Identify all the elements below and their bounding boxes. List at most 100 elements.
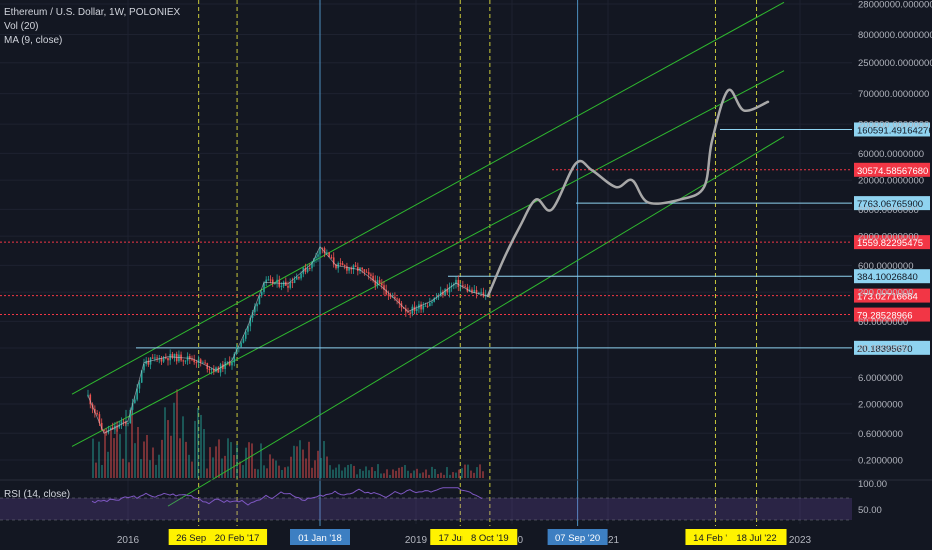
candle-body [339, 263, 342, 265]
volume-bar [482, 471, 484, 478]
price-axis[interactable]: 28000000.0000000 8000000.0000000 2500000.0… [858, 0, 932, 467]
candle-body [473, 289, 476, 293]
candle-body [361, 267, 363, 270]
level-tag [854, 269, 930, 284]
candle-body [131, 402, 134, 410]
price-tick-label: 6.0000000 [858, 373, 903, 384]
volume-bar [215, 446, 217, 478]
candle-body [276, 279, 278, 283]
volume-bar [140, 459, 142, 478]
candle-body [240, 342, 242, 347]
volume-bar [257, 469, 259, 478]
rsi-line [91, 487, 483, 506]
volume-bar [146, 434, 148, 478]
candle-body [398, 299, 401, 304]
symbol-title[interactable]: Ethereum / U.S. Dollar, 1W, POLONIEX [4, 7, 181, 18]
volume-bar [467, 464, 469, 478]
price-tick-label: 200.0000000 [858, 288, 913, 299]
candle-body [442, 291, 444, 296]
price-tick-label: 20.0000000 [858, 344, 908, 355]
candle-body [309, 267, 311, 269]
rsi-indicator-label[interactable]: RSI (14, close) [4, 489, 71, 500]
candle-body [267, 279, 270, 281]
date-marker-label: 26 Sep '16 [176, 533, 221, 544]
volume-bar [188, 454, 190, 478]
volume-bar [272, 458, 274, 478]
candle-body [381, 283, 383, 286]
volume-bar [284, 467, 286, 478]
date-marker-label: 18 Jul '22 [736, 533, 776, 544]
candle-body [165, 357, 167, 359]
volume-bar [311, 467, 313, 478]
candle-body [263, 282, 265, 293]
candle-body [482, 292, 485, 297]
volume-bar [143, 441, 145, 478]
level-tag [854, 122, 930, 137]
rsi-band [0, 498, 852, 520]
channel-line [71, 70, 785, 447]
candle-body [357, 266, 359, 272]
candle-body [127, 422, 129, 424]
volume-indicator-label[interactable]: Vol (20) [4, 21, 39, 32]
candle-body [326, 252, 328, 254]
price-tick-label: 60.0000000 [858, 317, 908, 328]
candle-body [348, 267, 350, 271]
volume-bar [203, 429, 205, 478]
volume-bar [266, 468, 268, 478]
volume-bar [440, 472, 442, 478]
date-marker-label: 07 Sep '20 [555, 533, 600, 544]
candle-body [424, 305, 427, 307]
candle-body [224, 361, 226, 370]
volume-bar [425, 469, 427, 478]
volume-bar [110, 427, 112, 478]
ma-indicator-label[interactable]: MA (9, close) [4, 35, 63, 46]
volume-bar [401, 466, 403, 478]
candle-body [226, 361, 229, 363]
candle-body [136, 388, 138, 400]
candle-body [383, 285, 385, 290]
candle-body [120, 421, 123, 425]
candle-body [182, 360, 185, 362]
candle-body [335, 264, 337, 269]
rsi-axis-label: 50.00 [858, 505, 882, 516]
volume-bar [320, 457, 322, 478]
candle-body [359, 267, 361, 272]
candle-body [370, 274, 372, 276]
candle-body [189, 356, 191, 360]
level-label: 30574.58567680 [857, 166, 928, 177]
level-label: 384.10026840 [857, 272, 918, 283]
volume-bar [137, 427, 139, 478]
date-marker-tag [207, 529, 268, 545]
date-marker-label: 14 Feb '22 [693, 533, 738, 544]
volume-bar [476, 467, 478, 478]
candle-body [315, 256, 317, 259]
volume-bar [218, 439, 220, 478]
candle-body [143, 364, 145, 371]
candle-body [219, 364, 222, 373]
candle-body [193, 359, 195, 363]
volume-bar [458, 469, 460, 478]
date-marker-lines [198, 0, 758, 526]
candle-body [319, 247, 321, 255]
candle-body [256, 304, 258, 307]
candle-body [471, 289, 473, 293]
candle-body [411, 306, 414, 314]
candle-body [372, 275, 374, 281]
volume-bar [206, 468, 208, 478]
volume-bar [209, 447, 211, 478]
time-tick-label: 2021 [597, 535, 620, 546]
level-label: 173.02716684 [857, 292, 918, 303]
volume-bar [176, 389, 178, 478]
candle-body [363, 269, 366, 272]
volume-bar [182, 416, 184, 478]
candle-body [378, 280, 381, 284]
volume-bar [395, 470, 397, 478]
candle-body [332, 257, 335, 265]
price-tick-label: 2.0000000 [858, 400, 903, 411]
volume-bar [368, 470, 370, 478]
volume-bar [470, 470, 472, 478]
volume-bar [374, 471, 376, 478]
volume-bar [434, 469, 436, 478]
